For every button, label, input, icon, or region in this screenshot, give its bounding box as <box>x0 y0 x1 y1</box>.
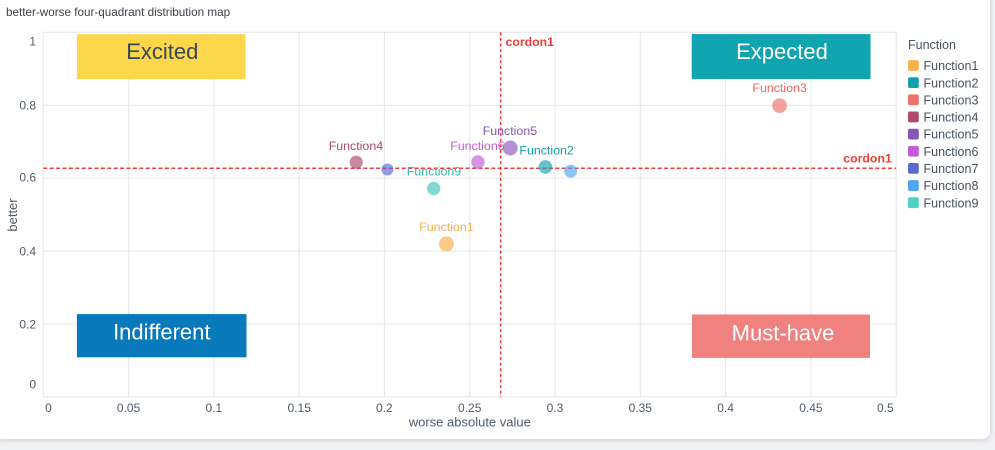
svg-text:0: 0 <box>45 401 52 415</box>
svg-text:0.8: 0.8 <box>19 99 36 113</box>
svg-text:0: 0 <box>29 377 36 391</box>
svg-text:Expected: Expected <box>736 39 828 64</box>
svg-text:cordon1: cordon1 <box>843 152 892 166</box>
svg-text:Function7: Function7 <box>924 162 979 176</box>
svg-text:0.15: 0.15 <box>288 401 312 415</box>
svg-text:better-worse four-quadrant dis: better-worse four-quadrant distribution … <box>6 6 231 19</box>
svg-text:Function8: Function8 <box>924 179 979 193</box>
svg-text:worse absolute value: worse absolute value <box>408 415 531 430</box>
svg-text:Function1: Function1 <box>419 220 474 234</box>
svg-text:Function9: Function9 <box>924 196 979 210</box>
svg-text:Function5: Function5 <box>924 128 979 142</box>
svg-text:Function4: Function4 <box>924 111 979 125</box>
svg-text:0.3: 0.3 <box>547 401 564 415</box>
svg-text:cordon1: cordon1 <box>506 35 555 49</box>
svg-text:Function: Function <box>908 38 956 52</box>
svg-text:0.6: 0.6 <box>19 170 36 184</box>
svg-text:0.2: 0.2 <box>19 317 36 331</box>
svg-text:0.45: 0.45 <box>799 401 823 415</box>
svg-text:0.05: 0.05 <box>117 401 141 415</box>
svg-text:0.5: 0.5 <box>877 401 894 415</box>
svg-text:Function3: Function3 <box>924 93 979 107</box>
svg-text:Function4: Function4 <box>329 139 384 153</box>
svg-text:Function9: Function9 <box>407 165 462 179</box>
svg-text:Must-have: Must-have <box>732 320 835 345</box>
svg-text:Indifferent: Indifferent <box>113 320 210 345</box>
svg-text:Function2: Function2 <box>519 143 574 157</box>
svg-text:better: better <box>5 198 20 232</box>
svg-text:0.4: 0.4 <box>717 401 734 415</box>
svg-text:Excited: Excited <box>126 39 198 64</box>
svg-text:0.4: 0.4 <box>19 245 36 259</box>
svg-text:Function6: Function6 <box>924 145 979 159</box>
svg-text:0.2: 0.2 <box>376 401 393 415</box>
svg-text:Function1: Function1 <box>924 59 979 73</box>
svg-text:0.35: 0.35 <box>629 401 653 415</box>
svg-text:Function6: Function6 <box>450 139 505 153</box>
svg-text:Function5: Function5 <box>483 124 538 138</box>
svg-text:Function3: Function3 <box>752 81 807 95</box>
svg-text:1: 1 <box>29 34 36 48</box>
svg-text:Function2: Function2 <box>924 76 979 90</box>
svg-text:0.25: 0.25 <box>458 401 482 415</box>
svg-text:0.1: 0.1 <box>206 401 223 415</box>
